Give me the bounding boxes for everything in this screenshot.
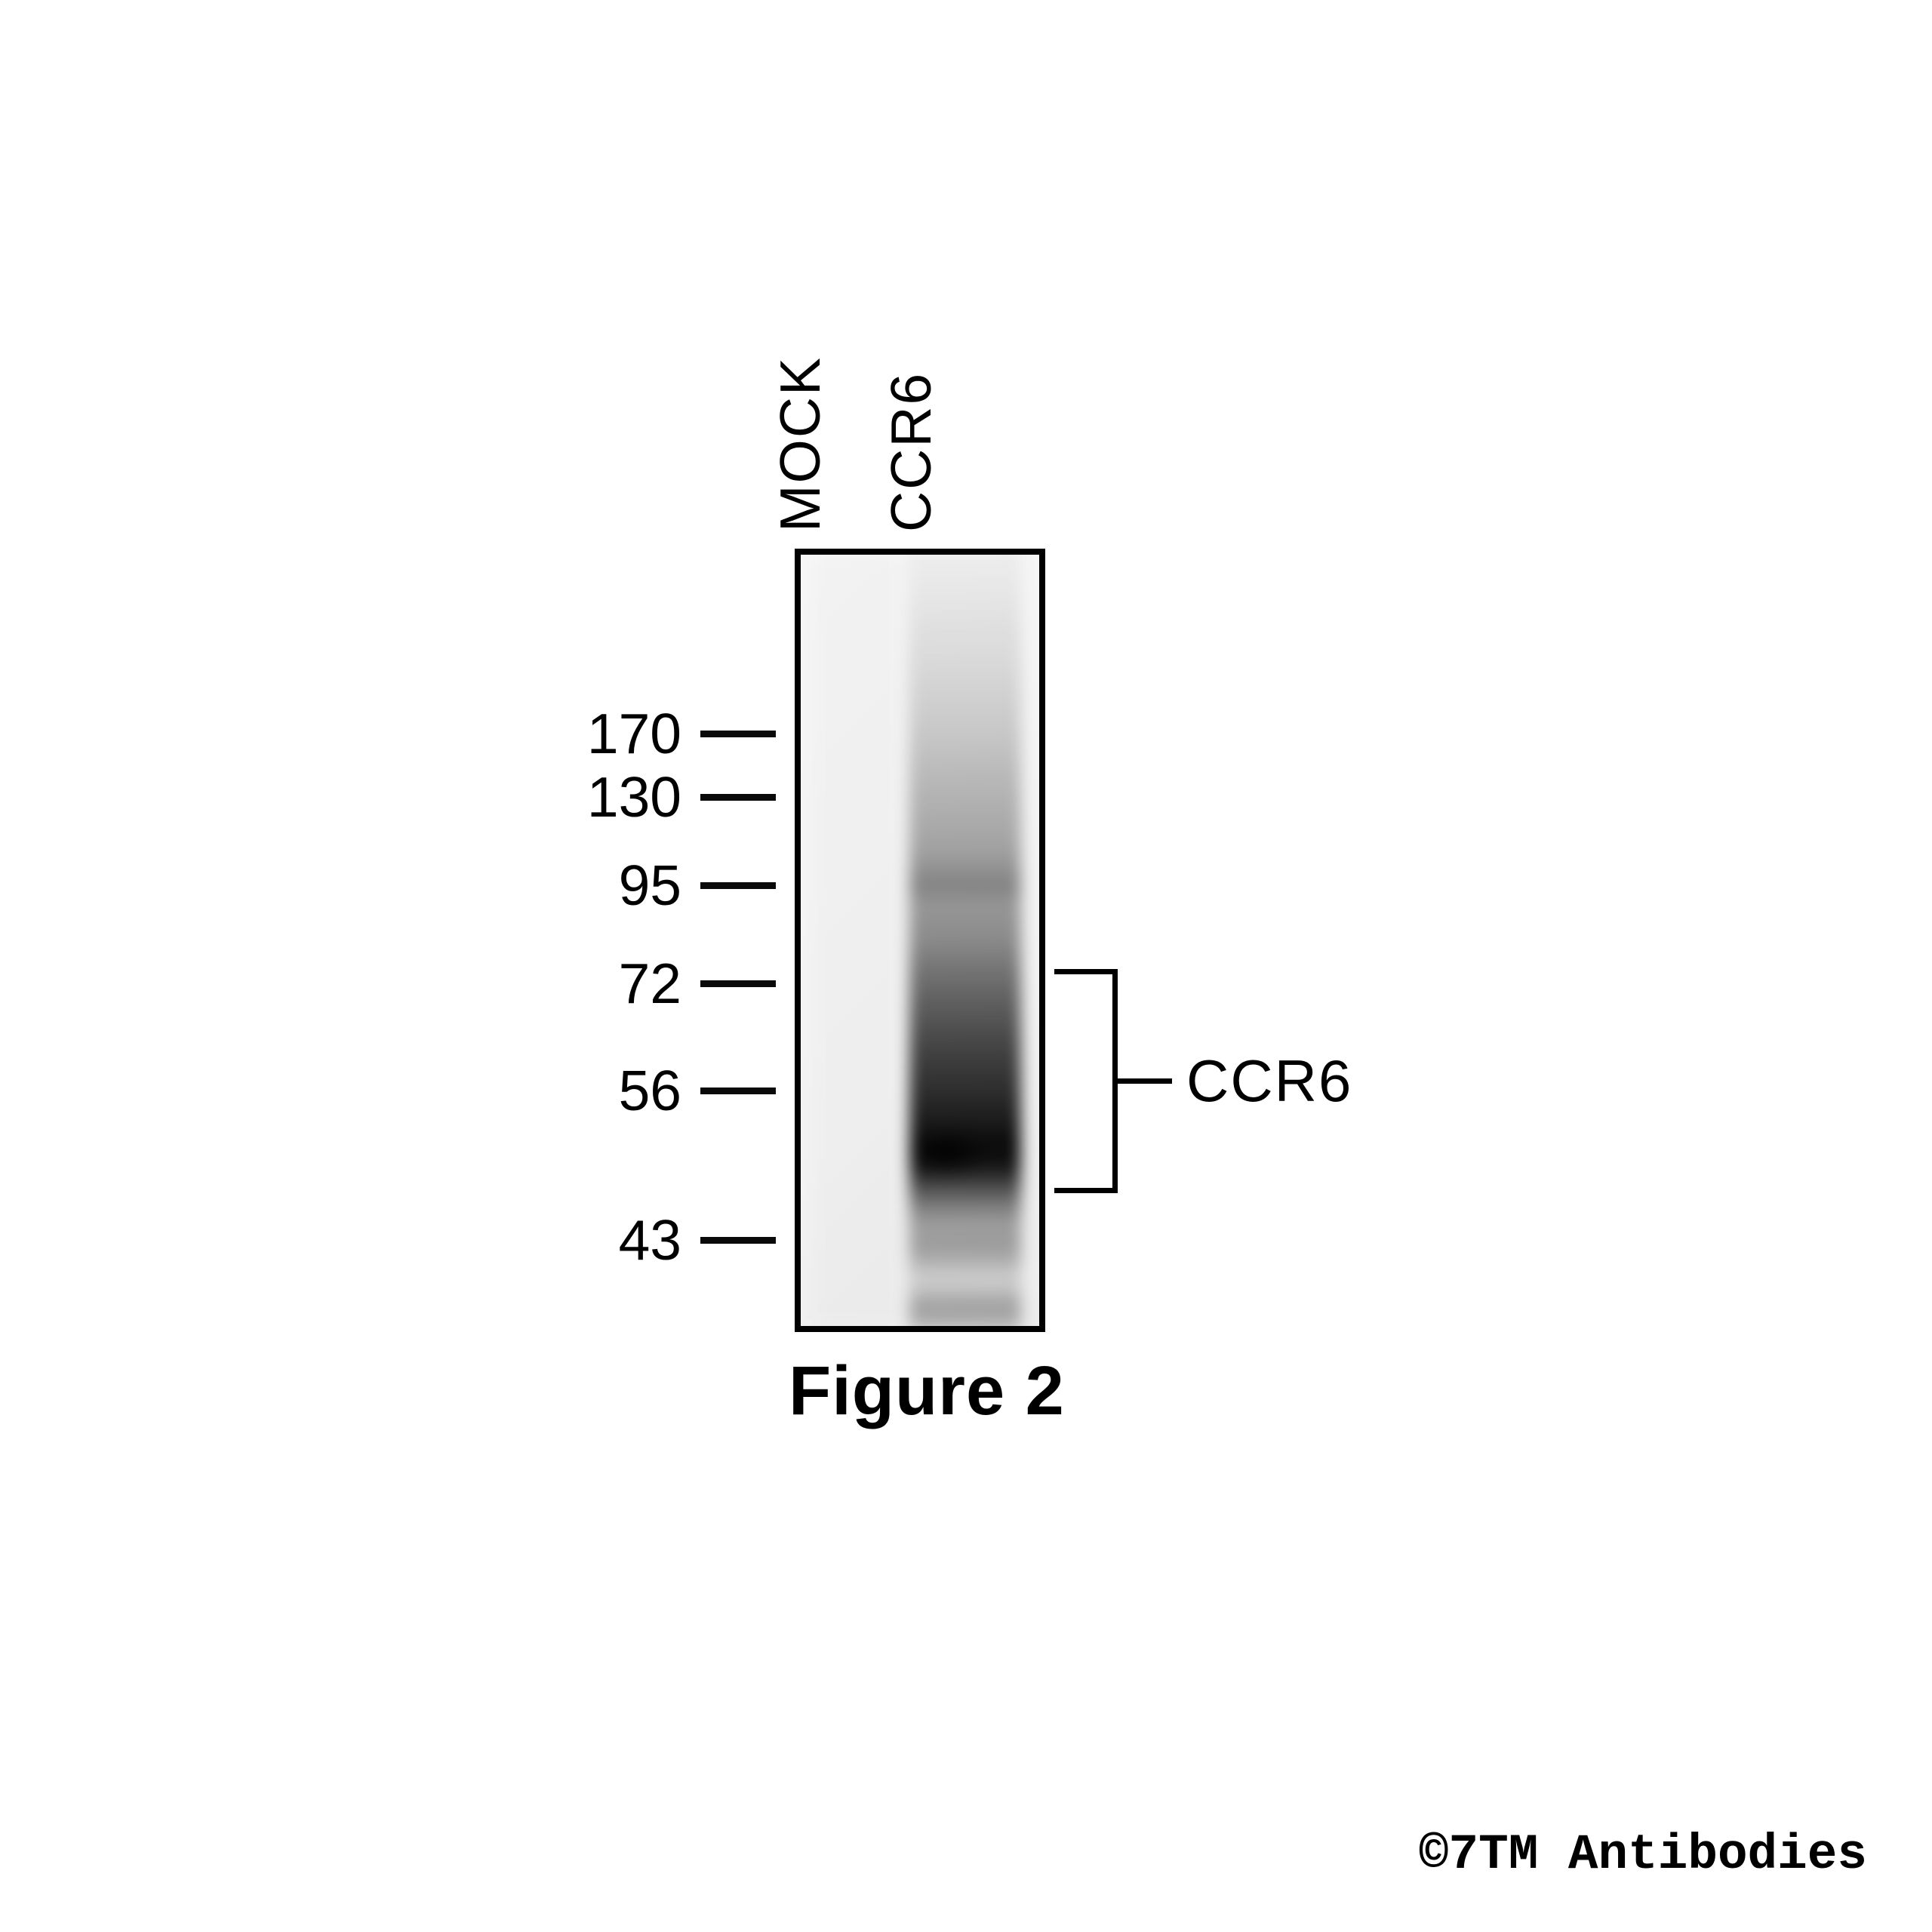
- marker-tick-line: [700, 1087, 776, 1094]
- marker-row-72: 72: [528, 952, 776, 1015]
- bracket-bottom-arm: [1054, 1188, 1118, 1193]
- marker-label-56: 56: [618, 1059, 681, 1122]
- copyright-watermark: ©7TM Antibodies: [1418, 1826, 1867, 1883]
- marker-label-130: 130: [586, 765, 681, 829]
- bracket-connector-line: [1118, 1078, 1172, 1084]
- marker-label-170: 170: [586, 702, 681, 765]
- ccr6-lane-smear: [909, 555, 1021, 1326]
- marker-tick-line: [700, 793, 776, 801]
- marker-label-72: 72: [618, 952, 681, 1015]
- bracket-label: CCR6: [1186, 1048, 1353, 1114]
- lane-label-ccr6: CCR6: [879, 371, 943, 532]
- blot-image: [795, 549, 1045, 1332]
- marker-tick-line: [700, 1236, 776, 1244]
- bracket-top-arm: [1054, 969, 1118, 974]
- marker-tick-line: [700, 881, 776, 889]
- mock-lane: [812, 555, 903, 1326]
- marker-label-95: 95: [618, 854, 681, 917]
- lane-label-mock: MOCK: [768, 356, 832, 532]
- marker-label-43: 43: [618, 1208, 681, 1272]
- bracket-vertical-line: [1112, 969, 1118, 1193]
- marker-row-95: 95: [528, 854, 776, 917]
- marker-row-43: 43: [528, 1208, 776, 1272]
- marker-row-170: 170: [528, 702, 776, 765]
- marker-tick-line: [700, 980, 776, 987]
- marker-tick-line: [700, 730, 776, 737]
- marker-row-56: 56: [528, 1059, 776, 1122]
- marker-row-130: 130: [528, 765, 776, 829]
- figure-caption: Figure 2: [789, 1352, 1065, 1429]
